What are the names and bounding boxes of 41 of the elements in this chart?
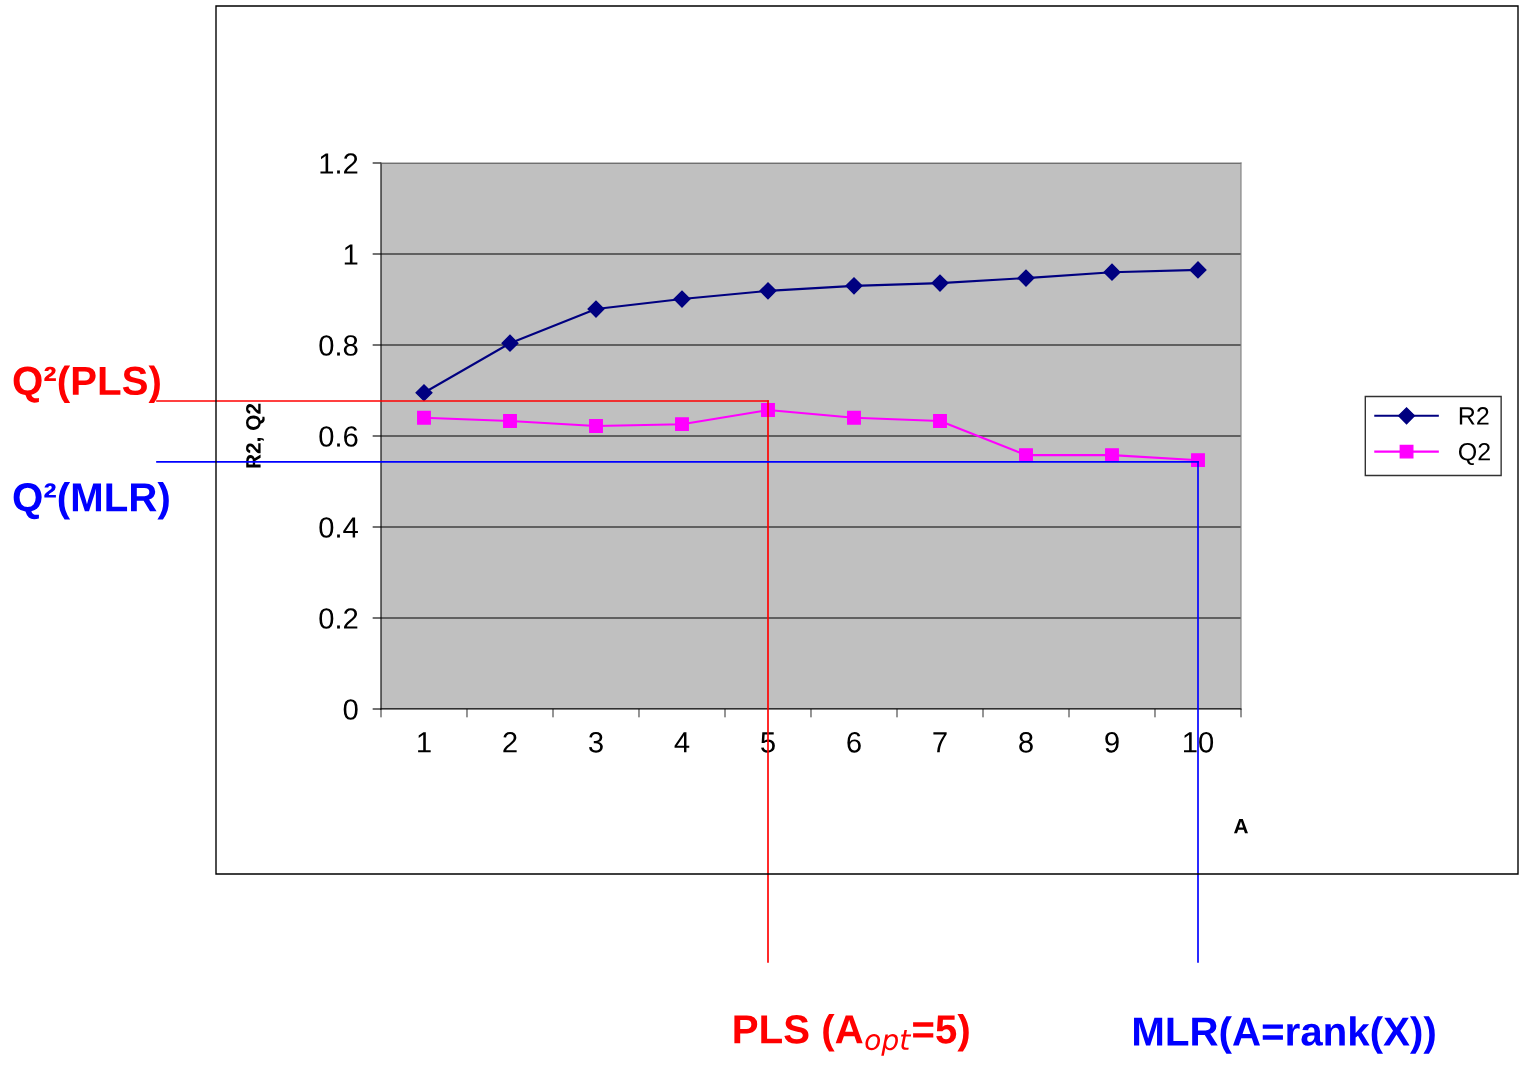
y-tick-label: 1 xyxy=(344,244,358,265)
point xyxy=(1105,448,1119,463)
y-tick-label: 0 xyxy=(343,699,358,720)
point xyxy=(933,414,947,428)
x-tick-label: 4 xyxy=(674,732,690,753)
legend-label: Q2 xyxy=(1458,442,1490,466)
x-tick-label: 1 xyxy=(418,732,431,753)
y-tick-label: 0.2 xyxy=(319,608,358,629)
y-tick-label: 1.2 xyxy=(320,153,358,174)
ref-line-label: Q²(PLS) xyxy=(13,365,160,404)
point xyxy=(759,282,777,300)
point xyxy=(1019,448,1033,463)
x-tick-label: 9 xyxy=(1105,731,1119,753)
ref-line-label: PLS (A$_{opt}$=5) xyxy=(734,1014,969,1056)
point xyxy=(501,334,519,352)
x-tick-label: 6 xyxy=(847,731,861,753)
x-tick-label: 7 xyxy=(933,732,947,753)
point xyxy=(675,417,689,432)
x-axis-title: A xyxy=(1233,818,1248,834)
legend-label: R2 xyxy=(1459,407,1489,425)
y-axis-title: R2, Q2 xyxy=(246,403,265,468)
x-tick-label: 3 xyxy=(589,731,603,753)
point xyxy=(845,277,863,295)
point xyxy=(589,419,603,433)
point xyxy=(847,410,861,425)
ref-line-label: Q²(MLR) xyxy=(13,482,169,520)
point xyxy=(1103,263,1121,281)
x-tick-label: 2 xyxy=(503,731,517,753)
point xyxy=(1189,261,1207,279)
point xyxy=(1017,269,1035,287)
x-tick-label: 8 xyxy=(1019,731,1033,753)
y-tick-label: 0.6 xyxy=(319,426,358,447)
point xyxy=(587,300,605,318)
y-tick-label: 0.8 xyxy=(319,335,358,356)
point xyxy=(673,290,691,308)
point xyxy=(415,384,433,402)
ref-line-label: MLR(A=rank(X)) xyxy=(1134,1016,1435,1054)
point xyxy=(503,414,517,428)
y-tick-label: 0.4 xyxy=(319,517,358,538)
point xyxy=(931,274,949,292)
point xyxy=(417,410,431,425)
